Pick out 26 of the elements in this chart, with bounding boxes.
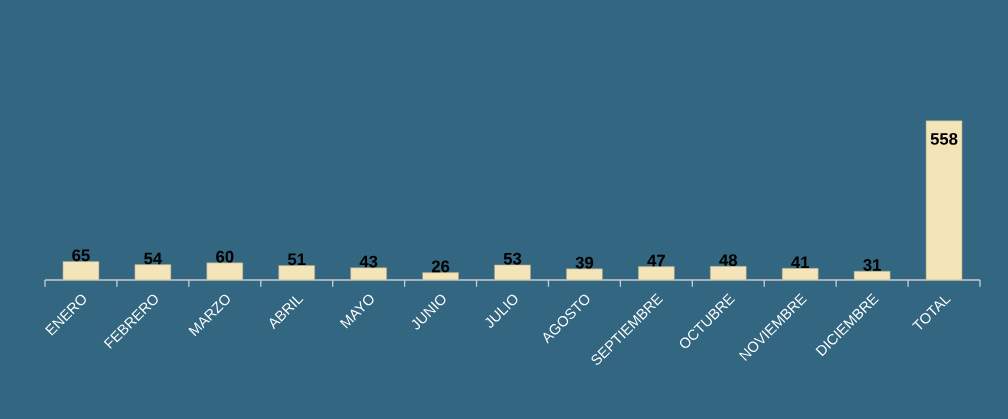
data-label: 43 — [359, 255, 378, 268]
bar — [134, 264, 172, 281]
data-label: 26 — [431, 260, 450, 273]
data-label: 60 — [216, 250, 234, 263]
data-label: 41 — [791, 256, 809, 269]
data-label: 39 — [575, 256, 594, 269]
bar — [350, 267, 387, 281]
data-label: 47 — [647, 254, 665, 267]
data-label: 31 — [863, 259, 881, 271]
bar — [494, 264, 531, 281]
bar — [710, 266, 747, 281]
bar — [566, 268, 603, 281]
data-label: 48 — [719, 254, 738, 267]
data-label: 65 — [72, 249, 90, 262]
data-label: 558 — [930, 133, 958, 145]
bar — [638, 266, 675, 281]
data-label: 51 — [287, 253, 306, 266]
bar — [781, 268, 819, 281]
bar — [853, 270, 891, 281]
data-label: 54 — [144, 252, 163, 265]
bar — [206, 262, 244, 281]
bar — [278, 265, 315, 281]
bar — [62, 261, 100, 281]
bar — [925, 120, 963, 281]
bar — [422, 272, 459, 281]
data-label: 53 — [503, 252, 522, 265]
